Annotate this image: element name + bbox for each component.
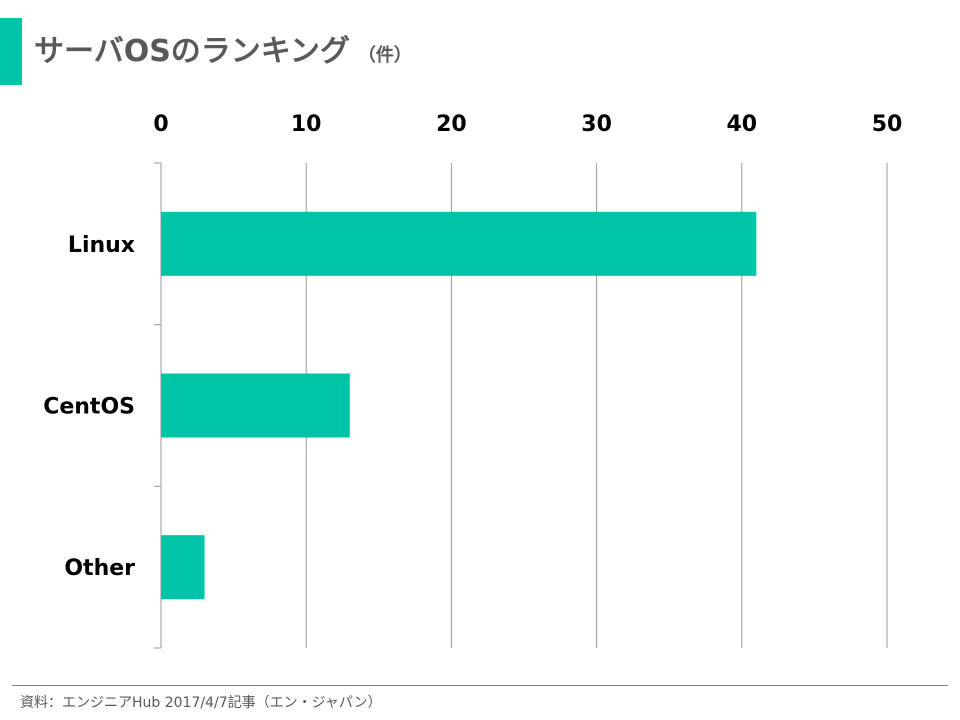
x-tick-label: 0 — [153, 112, 168, 137]
bars — [161, 211, 757, 600]
category-label-centos: CentOS — [43, 395, 135, 420]
x-tick-label: 20 — [436, 112, 467, 137]
bar-other — [161, 535, 205, 600]
x-tick-label: 10 — [291, 112, 322, 137]
bar-linux — [161, 211, 757, 276]
category-label-linux: Linux — [68, 233, 135, 258]
bar-centos — [161, 373, 350, 438]
x-tick-label: 40 — [726, 112, 757, 137]
category-labels: Linux CentOS Other — [43, 233, 135, 581]
source-note: 資料：エンジニアHub 2017/4/7記事（エン・ジャパン） — [20, 695, 382, 711]
title-accent-bar — [0, 18, 22, 85]
x-tick-label: 50 — [872, 112, 903, 137]
chart-unit-label: （件） — [357, 45, 412, 66]
chart-title-text: サーバOSのランキング — [34, 34, 350, 69]
category-label-other: Other — [64, 556, 135, 581]
footer-divider — [12, 685, 948, 686]
x-tick-label: 30 — [581, 112, 612, 137]
x-tick-labels: 0 10 20 30 40 50 — [153, 112, 902, 137]
chart-title: サーバOSのランキング （件） — [34, 26, 412, 70]
